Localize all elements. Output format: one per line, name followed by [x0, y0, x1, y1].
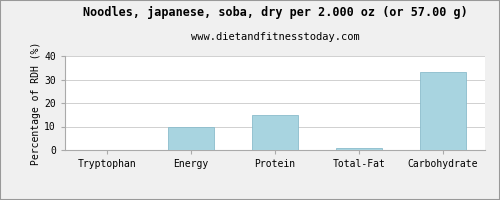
Bar [336, 148, 382, 150]
Bar [252, 115, 298, 150]
Y-axis label: Percentage of RDH (%): Percentage of RDH (%) [32, 41, 42, 165]
Bar [168, 127, 214, 150]
Text: www.dietandfitnesstoday.com: www.dietandfitnesstoday.com [190, 32, 360, 42]
Bar [420, 72, 466, 150]
Text: Noodles, japanese, soba, dry per 2.000 oz (or 57.00 g): Noodles, japanese, soba, dry per 2.000 o… [82, 6, 468, 19]
